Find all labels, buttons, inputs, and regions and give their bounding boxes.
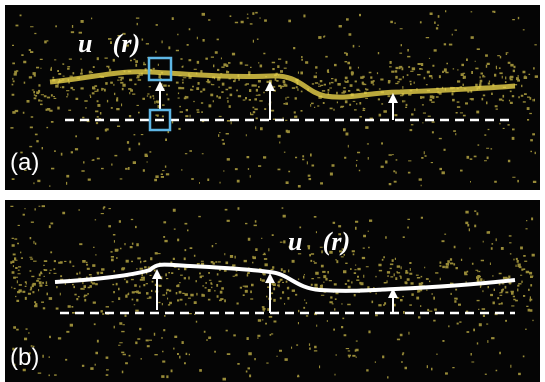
field-label: u⃗(r)	[78, 29, 140, 58]
panel-a: u⃗(r) (a)	[5, 5, 540, 190]
panel-label: (b)	[10, 344, 39, 371]
panel-background	[5, 200, 540, 382]
panel-label: (a)	[10, 149, 39, 176]
panel-b: u⃗(r) (b)	[5, 200, 540, 382]
page: {"panels": [ {"label": "(a)", "field_lab…	[0, 0, 545, 382]
figure: u⃗(r) (a) u⃗(r) (b)	[0, 0, 545, 382]
field-label: u⃗(r)	[288, 227, 350, 256]
